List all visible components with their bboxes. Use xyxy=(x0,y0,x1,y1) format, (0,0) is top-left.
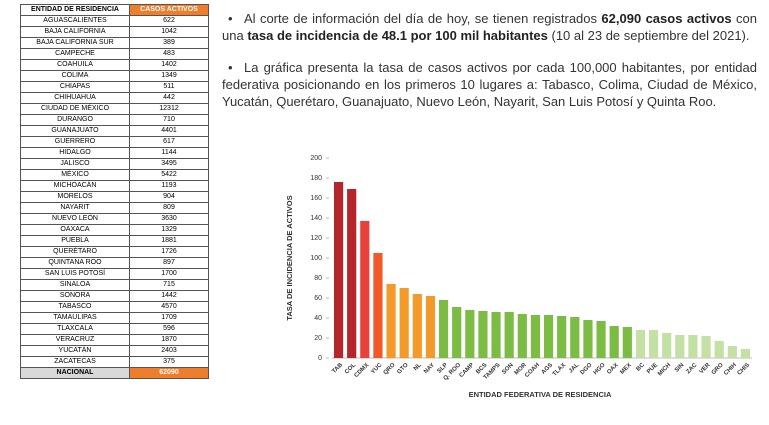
x-tick-label: GRO xyxy=(711,362,725,376)
y-tick-label: 100 xyxy=(310,255,322,262)
bar xyxy=(478,311,488,358)
table-row: NUEVO LEÓN 3630 xyxy=(20,213,209,225)
text-block: Al corte de información del día de hoy, … xyxy=(222,10,757,125)
bar xyxy=(360,221,370,358)
bar xyxy=(543,315,554,358)
text-segment: (10 al 23 de septiembre del 2021). xyxy=(547,28,750,43)
x-tick-label: GTO xyxy=(396,362,410,376)
table-row: HIDALGO 1144 xyxy=(20,147,209,159)
x-tick-label: CAMP xyxy=(459,362,476,379)
x-tick-label: OAX xyxy=(606,362,619,375)
x-tick-label: DGO xyxy=(580,362,594,376)
x-tick-label: SON xyxy=(501,362,514,375)
table-row: PUEBLA 1881 xyxy=(20,235,209,247)
x-tick-label: CHIH xyxy=(723,362,738,377)
table-row: TABASCO 4570 xyxy=(20,301,209,313)
x-tick-label: MEX xyxy=(619,362,632,375)
x-tick-label: MICH xyxy=(657,362,672,377)
x-tick-label: TAB xyxy=(331,362,344,375)
bar xyxy=(347,189,357,358)
bar xyxy=(491,312,501,358)
bar xyxy=(740,349,751,358)
text-segment: Al corte de información del día de hoy, … xyxy=(244,11,602,26)
y-tick-label: 140 xyxy=(310,215,322,222)
y-tick-label: 60 xyxy=(314,295,322,302)
y-tick-label: 200 xyxy=(310,155,322,162)
table-row: YUCATÁN 2403 xyxy=(20,345,209,357)
bar xyxy=(714,341,724,358)
footer-label: NACIONAL xyxy=(20,367,130,379)
bar xyxy=(662,333,672,358)
bar xyxy=(452,307,462,358)
footer-value: 62090 xyxy=(129,367,209,379)
y-tick-label: 0 xyxy=(318,355,322,362)
x-tick-label: ZAC xyxy=(685,362,698,375)
x-tick-label: QRO xyxy=(383,362,397,376)
x-tick-label: HGO xyxy=(593,362,607,376)
bar xyxy=(570,317,580,358)
bar xyxy=(399,288,409,358)
x-tick-label: NAY xyxy=(423,362,436,375)
bar xyxy=(333,182,344,358)
cases-table: ENTIDAD DE RESIDENCIA CASOS ACTIVOS AGUA… xyxy=(20,4,209,379)
bar xyxy=(438,300,449,358)
y-tick-label: 180 xyxy=(310,175,322,182)
bar xyxy=(701,336,711,358)
table-row: CHIHUAHUA 442 xyxy=(20,92,209,104)
y-tick-label: 20 xyxy=(314,335,322,342)
x-axis-label: ENTIDAD FEDERATIVA DE RESIDENCIA xyxy=(469,390,612,399)
y-tick-label: 80 xyxy=(314,275,322,282)
bar xyxy=(609,326,619,358)
bullet-paragraph: Al corte de información del día de hoy, … xyxy=(222,10,757,44)
y-tick-label: 160 xyxy=(310,195,322,202)
x-tick-label: TLAX xyxy=(552,362,567,377)
table-row: TLAXCALA 596 xyxy=(20,323,209,335)
x-tick-label: NL xyxy=(413,362,423,372)
table-row: BAJA CALIFORNIA 1042 xyxy=(20,26,209,38)
x-tick-label: CHIS xyxy=(737,362,751,376)
table-row: MORELOS 904 xyxy=(20,191,209,203)
bar xyxy=(465,310,475,358)
bar xyxy=(596,321,606,358)
y-axis-label: TASA DE INCIDENCIA DE ACTIVOS xyxy=(285,195,294,320)
bar xyxy=(688,335,698,358)
table-row: TAMAULIPAS 1709 xyxy=(20,312,209,324)
x-tick-label: JAL xyxy=(568,362,580,374)
x-tick-label: CDMX xyxy=(354,362,371,379)
text-segment: La gráfica presenta la tasa de casos act… xyxy=(222,60,757,109)
bar xyxy=(517,314,527,358)
y-tick-label: 40 xyxy=(314,315,322,322)
text-segment: 62,090 casos activos xyxy=(601,11,732,26)
bar xyxy=(635,330,646,358)
bar xyxy=(648,330,659,358)
x-tick-label: SIN xyxy=(674,362,685,373)
y-tick-label: 120 xyxy=(310,235,322,242)
x-tick-label: BC xyxy=(636,362,647,373)
text-segment: tasa de incidencia de 48.1 por 100 mil h… xyxy=(247,28,548,43)
bar xyxy=(425,296,436,358)
bar xyxy=(504,312,514,358)
bar xyxy=(373,253,383,358)
table-row: MICHOACÁN 1193 xyxy=(20,180,209,192)
bar xyxy=(557,316,567,358)
bar xyxy=(583,320,593,358)
table-row: CAMPECHE 483 xyxy=(20,48,209,60)
bar xyxy=(675,335,685,358)
bar xyxy=(412,294,422,358)
x-tick-label: COAH xyxy=(524,362,541,379)
text-segment: con una xyxy=(222,11,757,43)
cases-cell: 596 xyxy=(129,323,209,335)
table-footer: NACIONAL 62090 xyxy=(20,367,209,379)
bar xyxy=(727,346,737,358)
bar xyxy=(386,284,396,358)
bar xyxy=(622,327,632,358)
bar xyxy=(530,315,541,358)
x-tick-label: YUC xyxy=(370,362,384,376)
table-row: SINALOA 715 xyxy=(20,279,209,291)
bullet-paragraph: La gráfica presenta la tasa de casos act… xyxy=(222,59,757,110)
x-tick-label: VER xyxy=(699,362,712,375)
